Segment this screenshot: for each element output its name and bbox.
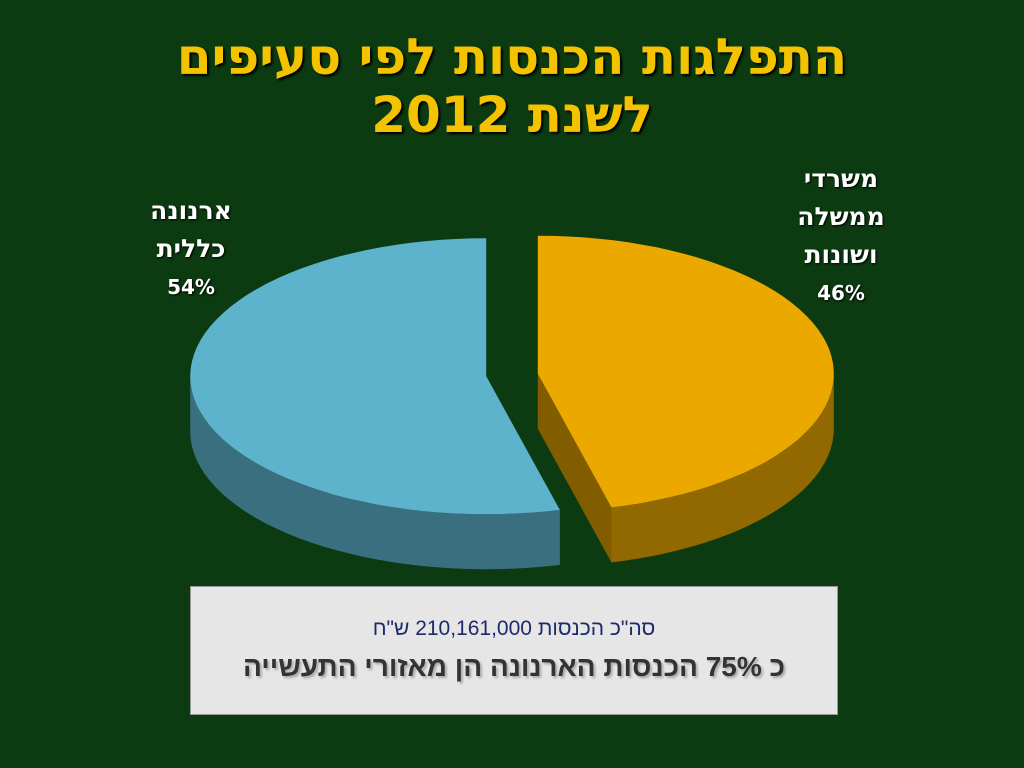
pie-slice <box>190 238 560 515</box>
annotation: סה"כ הכנסות 210,161,000 ש"ח <box>372 617 656 640</box>
value-label: 46% <box>817 281 865 305</box>
category-label: משרדי ממשלה ושונות <box>797 164 885 269</box>
slice-side <box>190 376 560 570</box>
value-label: 54% <box>167 275 215 299</box>
pie-slice <box>537 235 834 508</box>
category-label: ארנונה כללית <box>150 196 232 263</box>
annotation: כ 75% הכנסות הארנונה הן מאזורי התעשייה <box>242 651 786 682</box>
slice-label: משרדי ממשלה ושונות 46% <box>776 160 906 312</box>
slice-label: ארנונה כללית 54% <box>126 192 256 306</box>
slice-face <box>537 373 612 563</box>
summary-box: סה"כ הכנסות 210,161,000 ש"ח כ 75% הכנסות… <box>190 586 838 715</box>
chart-title: התפלגות הכנסות לפי סעיפים <box>176 28 848 86</box>
slice-side <box>611 373 834 563</box>
chart-title: לשנת 2012 <box>371 86 653 144</box>
